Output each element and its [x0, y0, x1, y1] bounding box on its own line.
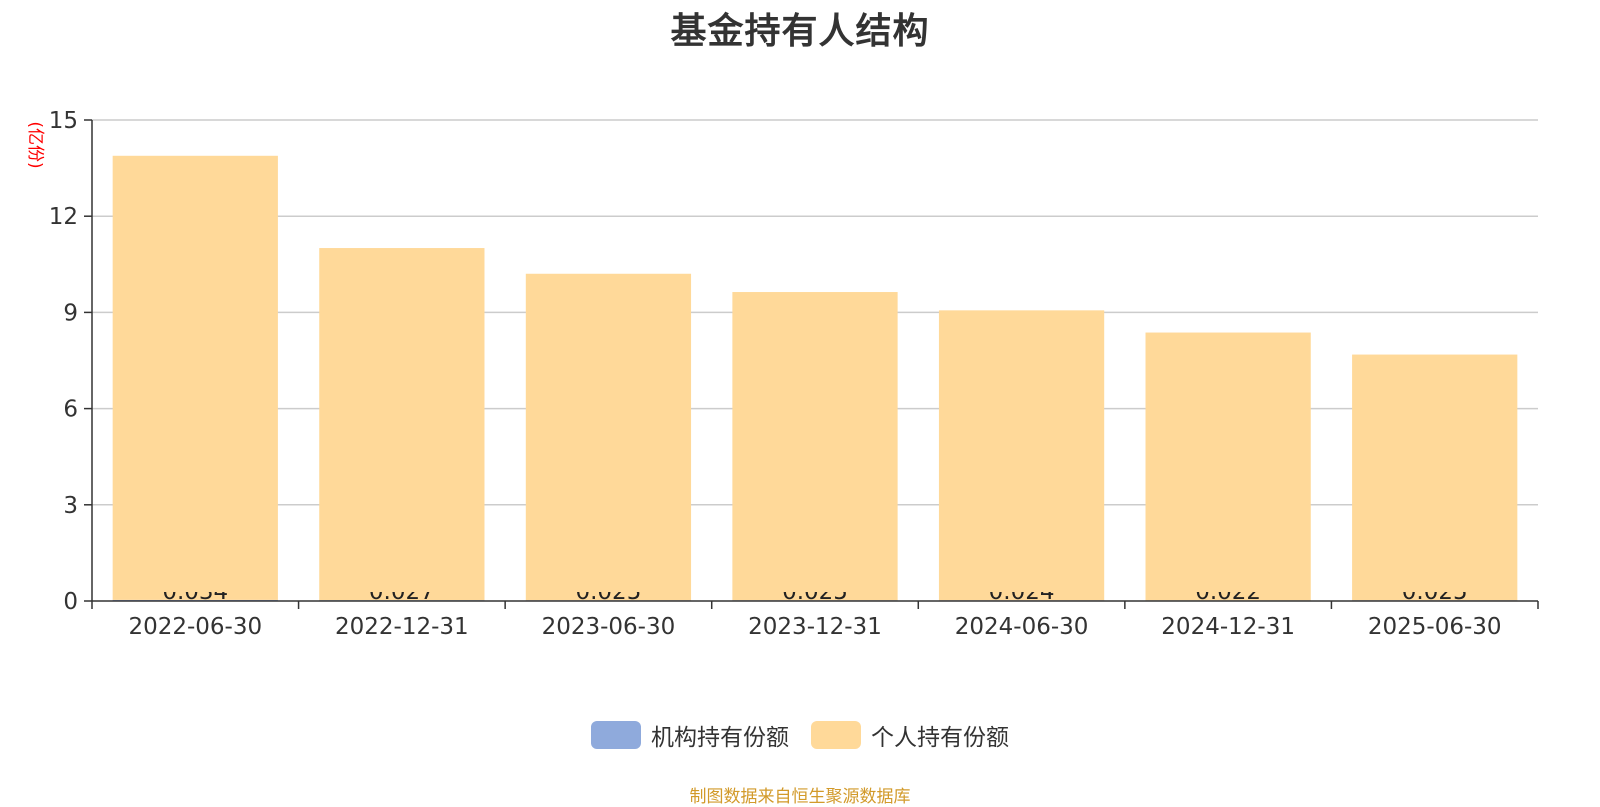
y-tick-label-5: 15	[49, 108, 78, 134]
legend: 机构持有份额 个人持有份额	[0, 718, 1600, 752]
axes: 0 3 6 9 12 15 2022-06-30 2022-12-31 2023-06-30 20…	[49, 108, 1539, 640]
x-tick-label-1: 2022-12-31	[335, 614, 469, 640]
y-axis-label: (亿份)	[25, 121, 45, 168]
y-tick-label-0: 0	[63, 589, 78, 615]
legend-label-individual: 个人持有份额	[871, 725, 1009, 751]
bar-s1-1	[319, 248, 485, 601]
data-label-6: 0.025	[1402, 579, 1468, 605]
x-tick-label-6: 2025-06-30	[1368, 614, 1502, 640]
data-label-2: 0.025	[575, 579, 641, 605]
y-tick-label-1: 3	[63, 493, 78, 519]
x-tick-label-3: 2023-12-31	[748, 614, 882, 640]
bar-s1-5	[1145, 332, 1311, 601]
y-tick-label-2: 6	[63, 397, 78, 423]
bars	[112, 155, 1518, 601]
data-source-note: 制图数据来自恒生聚源数据库	[689, 787, 911, 807]
bar-s1-4	[938, 310, 1105, 601]
data-label-1: 0.027	[369, 579, 435, 605]
x-tick-label-5: 2024-12-31	[1161, 614, 1295, 640]
legend-swatch-institution	[591, 721, 641, 749]
x-tick-label-0: 2022-06-30	[128, 614, 262, 640]
legend-swatch-individual	[811, 721, 861, 749]
bar-labels: 0.034 0.027 0.025 0.025 0.024 0.022 0.025	[162, 579, 1468, 605]
x-tick-label-4: 2024-06-30	[955, 614, 1089, 640]
bar-s1-3	[732, 292, 898, 601]
data-label-4: 0.024	[989, 579, 1055, 605]
y-tick-label-4: 12	[49, 204, 78, 230]
chart-title: 基金持有人结构	[670, 11, 930, 52]
legend-item-individual[interactable]: 个人持有份额	[811, 718, 1009, 752]
data-label-3: 0.025	[782, 579, 848, 605]
data-label-0: 0.034	[162, 579, 228, 605]
y-tick-label-3: 9	[63, 300, 78, 326]
data-label-5: 0.022	[1195, 579, 1261, 605]
bar-s1-0	[112, 155, 278, 600]
legend-item-institution[interactable]: 机构持有份额	[591, 718, 789, 752]
legend-label-institution: 机构持有份额	[651, 725, 789, 751]
bar-s1-6	[1352, 354, 1518, 601]
x-tick-label-2: 2023-06-30	[542, 614, 676, 640]
bar-s1-2	[525, 273, 692, 601]
